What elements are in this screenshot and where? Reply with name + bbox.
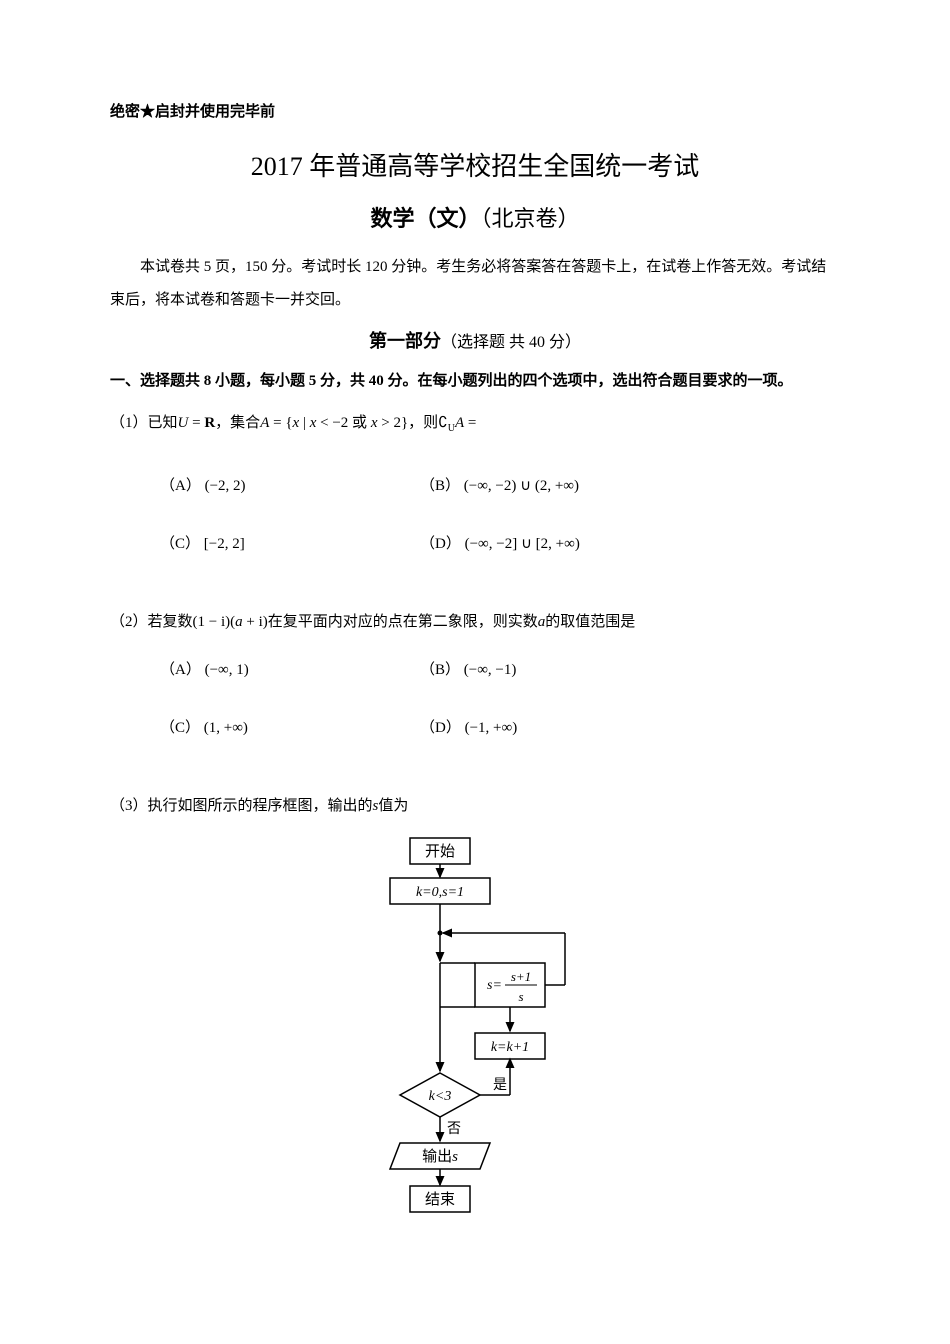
subject-line: 数学（文）（北京卷） [110,201,840,233]
q1-text: （1）已知U = R，集合A = {x | x < −2 或 x > 2}，则∁… [110,407,840,440]
q2-b-label: （B） [420,662,460,678]
q1-option-c: （C） [−2, 2] [160,528,420,561]
q1-d-label: （D） [420,536,461,552]
q1-option-d: （D） (−∞, −2] ∪ [2, +∞) [420,528,680,561]
section-normal: （选择题 共 40 分） [441,334,581,351]
fc-no: 否 [447,1122,461,1137]
q1-option-a: （A） (−2, 2) [160,470,420,503]
instruction: 一、选择题共 8 小题，每小题 5 分，共 40 分。在每小题列出的四个选项中，… [110,368,840,395]
question-2: （2）若复数(1 − i)(a + i)在复平面内对应的点在第二象限，则实数a的… [110,606,840,770]
q1-d-val: (−∞, −2] ∪ [2, +∞) [465,536,580,552]
q1-expr3: ∁UA = [438,415,476,431]
q2-d-label: （D） [420,720,461,736]
fc-frac-num: s+1 [511,969,531,984]
fc-cond: k<3 [429,1089,452,1104]
q1-expr1: U = R [178,415,216,431]
q2-options: （A） (−∞, 1) （B） (−∞, −1) （C） (1, +∞) （D）… [110,654,840,770]
q2-prefix: （2）若复数 [110,614,193,630]
q2-b-val: (−∞, −1) [464,662,517,678]
q1-prefix: （1）已知 [110,415,178,431]
section-bold: 第一部分 [369,331,441,351]
q2-text: （2）若复数(1 − i)(a + i)在复平面内对应的点在第二象限，则实数a的… [110,606,840,639]
section-header: 第一部分（选择题 共 40 分） [110,327,840,353]
question-3: （3）执行如图所示的程序框图，输出的s值为 开始 k=0,s=1 s= [110,790,840,1213]
q2-option-c: （C） (1, +∞) [160,712,420,745]
fc-frac-den: s [518,989,523,1004]
flowchart-container: 开始 k=0,s=1 s= s+1 s k=k+1 [110,833,840,1213]
q1-options: （A） (−2, 2) （B） (−∞, −2) ∪ (2, +∞) （C） [… [110,470,840,586]
q2-c-label: （C） [160,720,200,736]
q3-text: （3）执行如图所示的程序框图，输出的s值为 [110,790,840,823]
q1-mid1: ，集合 [215,415,260,431]
q2-option-a: （A） (−∞, 1) [160,654,420,687]
subject-bold: 数学（文） [370,206,480,231]
q2-suffix: 的取值范围是 [545,614,635,630]
q2-d-val: (−1, +∞) [465,720,518,736]
fc-start: 开始 [425,843,455,860]
q2-option-b: （B） (−∞, −1) [420,654,680,687]
q1-expr2: A = {x | x < −2 或 x > 2} [260,415,408,431]
q1-c-val: [−2, 2] [204,536,245,552]
fc-end: 结束 [425,1191,455,1208]
q1-a-val: (−2, 2) [205,478,246,494]
svg-text:输出s: 输出s [422,1148,458,1165]
subject-region: （北京卷） [481,206,580,231]
q3-prefix: （3）执行如图所示的程序框图，输出的 [110,798,373,814]
confidential-label: 绝密★启封并使用完毕前 [110,100,840,121]
q2-a-val: (−∞, 1) [205,662,249,678]
q2-a-label: （A） [160,662,201,678]
flowchart-svg: 开始 k=0,s=1 s= s+1 s k=k+1 [355,833,595,1213]
fc-yes: 是 [493,1078,507,1093]
q2-mid: 在复平面内对应的点在第二象限，则实数 [268,614,538,630]
q1-b-val: (−∞, −2) ∪ (2, +∞) [464,478,579,494]
fc-step2: k=k+1 [491,1040,529,1055]
q2-option-d: （D） (−1, +∞) [420,712,680,745]
intro-text: 本试卷共 5 页，150 分。考试时长 120 分钟。考生务必将答案答在答题卡上… [110,251,840,317]
q1-a-label: （A） [160,478,201,494]
q1-c-label: （C） [160,536,200,552]
q2-c-val: (1, +∞) [204,720,248,736]
svg-text:s=: s= [487,978,502,993]
q1-b-label: （B） [420,478,460,494]
question-1: （1）已知U = R，集合A = {x | x < −2 或 x > 2}，则∁… [110,407,840,586]
main-title: 2017 年普通高等学校招生全国统一考试 [110,146,840,183]
q1-mid2: ，则 [408,415,438,431]
q1-option-b: （B） (−∞, −2) ∪ (2, +∞) [420,470,680,503]
q3-suffix: 值为 [378,798,408,814]
q2-expr1: (1 − i)(a + i) [193,614,268,630]
fc-init: k=0,s=1 [416,885,464,900]
